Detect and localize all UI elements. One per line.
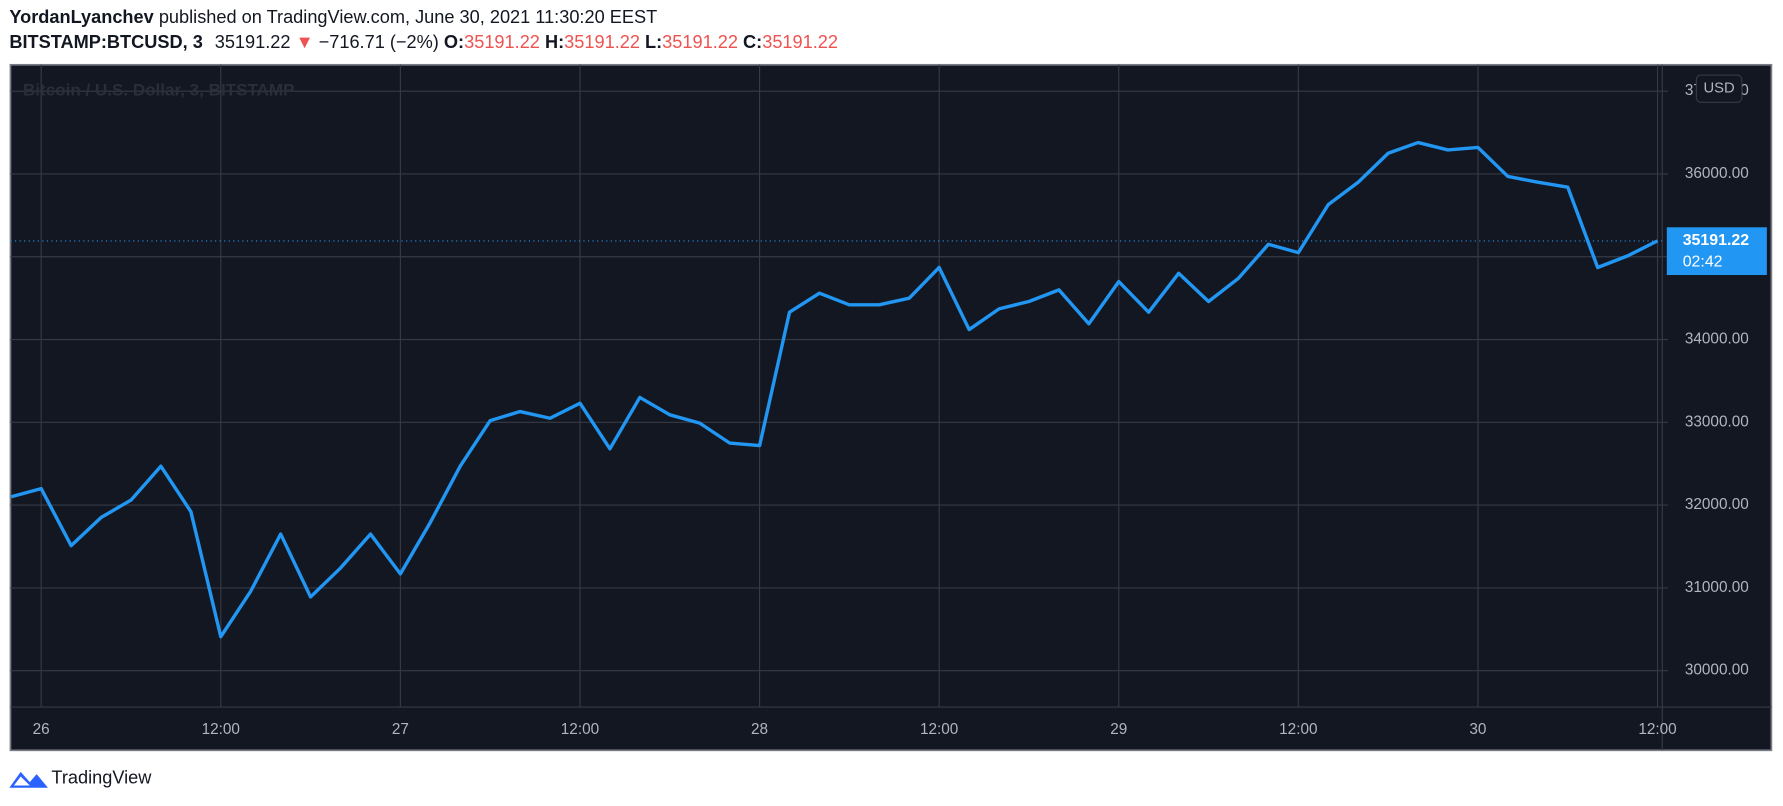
change: −716.71 (−2%) bbox=[319, 32, 439, 52]
plot bbox=[10, 140, 1663, 639]
x-tick-label: 29 bbox=[1110, 721, 1127, 738]
x-tick-label: 27 bbox=[392, 721, 409, 738]
y-tick-label: 34000.00 bbox=[1685, 331, 1749, 348]
y-tick-label: 32000.00 bbox=[1685, 496, 1749, 513]
currency: USD bbox=[1704, 81, 1735, 97]
grid bbox=[10, 64, 1663, 708]
ohlc-label: C: bbox=[743, 32, 762, 52]
y-tick-label: 31000.00 bbox=[1685, 579, 1749, 596]
brand: TradingView bbox=[51, 768, 152, 788]
currency-box[interactable] bbox=[1695, 74, 1743, 103]
chart-panel bbox=[9, 63, 1773, 752]
x-tick-label: 12:00 bbox=[202, 721, 240, 738]
brand-logo bbox=[9, 771, 48, 788]
countdown: 02:42 bbox=[1683, 254, 1723, 271]
publisher: YordanLyanchev bbox=[9, 7, 154, 27]
ohlc-value: 35191.22 bbox=[464, 32, 540, 52]
header-line: YordanLyanchev published on TradingView.… bbox=[9, 7, 657, 27]
symbol: BITSTAMP:BTCUSD, 3 bbox=[9, 32, 202, 52]
x-tick-label: 12:00 bbox=[561, 721, 599, 738]
symbol-line: BITSTAMP:BTCUSD, 3 35191.22 ▼ −716.71 (−… bbox=[9, 32, 838, 52]
x-tick-label: 30 bbox=[1469, 721, 1486, 738]
last-price-label: 35191.22 bbox=[1683, 232, 1749, 249]
ohlc-label: H: bbox=[545, 32, 564, 52]
y-tick-label: 33000.00 bbox=[1685, 413, 1749, 430]
ohlc-label: O: bbox=[444, 32, 464, 52]
ohlc-value: 35191.22 bbox=[762, 32, 838, 52]
y-tick-label: 36000.00 bbox=[1685, 165, 1749, 182]
last-price-tag bbox=[1666, 227, 1767, 276]
ohlc-label: L: bbox=[645, 32, 662, 52]
x-tick-label: 12:00 bbox=[1638, 721, 1676, 738]
watermark: Bitcoin / U.S. Dollar, 3, BITSTAMP bbox=[23, 80, 295, 99]
x-tick-label: 12:00 bbox=[1279, 721, 1317, 738]
ohlc-value: 35191.22 bbox=[564, 32, 640, 52]
x-tick-label: 12:00 bbox=[920, 721, 958, 738]
y-tick-label: 30000.00 bbox=[1685, 662, 1749, 679]
published: published on TradingView.com, June 30, 2… bbox=[159, 7, 657, 27]
price-line bbox=[10, 140, 1659, 639]
price: 35191.22 bbox=[215, 32, 291, 52]
logo-icon-inner bbox=[13, 776, 30, 786]
x-tick-label: 28 bbox=[751, 721, 768, 738]
change-arrow: ▼ bbox=[296, 32, 314, 52]
x-tick-label: 26 bbox=[33, 721, 50, 738]
ohlc-value: 35191.22 bbox=[662, 32, 738, 52]
